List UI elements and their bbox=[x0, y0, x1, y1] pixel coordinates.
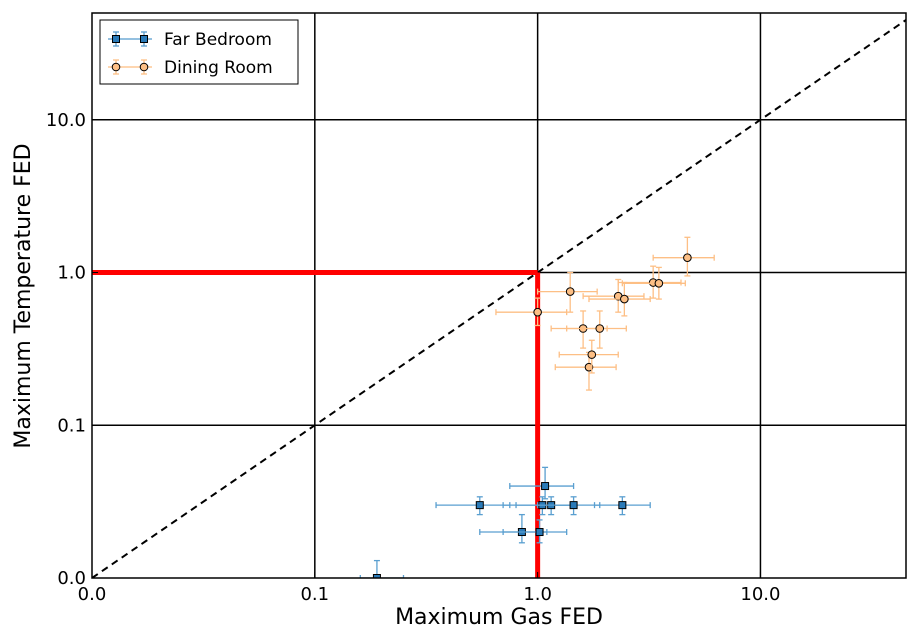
legend-marker-0 bbox=[112, 35, 120, 43]
legend: Far Bedroom Dining Room bbox=[99, 19, 299, 85]
y-tick-label: 0.1 bbox=[57, 415, 86, 436]
data-point bbox=[535, 528, 544, 537]
series-0 bbox=[359, 466, 651, 578]
legend-markers bbox=[108, 31, 152, 75]
y-tick-label: 0.0 bbox=[57, 568, 86, 589]
series-1 bbox=[495, 236, 715, 391]
data-point bbox=[475, 501, 484, 510]
x-axis-label: Maximum Gas FED bbox=[395, 605, 603, 630]
y-tick-label: 1.0 bbox=[57, 263, 86, 284]
legend-label-dining-room: Dining Room bbox=[164, 58, 273, 78]
plot-area bbox=[92, 13, 906, 578]
data-point bbox=[654, 278, 664, 288]
data-point bbox=[569, 501, 578, 510]
data-point bbox=[587, 350, 597, 359]
y-tick-label: 10.0 bbox=[46, 110, 86, 131]
x-tick-label: 1.0 bbox=[523, 584, 552, 605]
legend-marker-1 bbox=[139, 62, 149, 72]
x-tick-label: 0.1 bbox=[300, 584, 329, 605]
x-tick-label: 10.0 bbox=[740, 584, 780, 605]
data-point bbox=[372, 574, 381, 578]
data-point bbox=[595, 324, 605, 333]
x-tick-label: 0.0 bbox=[78, 584, 107, 605]
data-point bbox=[565, 287, 575, 296]
y-axis-label: Maximum Temperature FED bbox=[11, 143, 36, 448]
data-point bbox=[683, 253, 692, 263]
data-point bbox=[533, 307, 542, 317]
series-layer bbox=[359, 236, 715, 578]
identity-line bbox=[92, 19, 906, 578]
legend-marker-0 bbox=[140, 35, 148, 43]
data-point bbox=[618, 501, 627, 510]
legend-marker-1 bbox=[111, 62, 121, 72]
data-point bbox=[620, 294, 629, 304]
plot-frame bbox=[91, 12, 907, 579]
legend-label-far-bedroom: Far Bedroom bbox=[164, 30, 272, 50]
data-point bbox=[584, 362, 594, 372]
tick-labels: 0.0 0.1 1.0 10.0 0.0 0.1 1.0 10.0 bbox=[46, 110, 781, 605]
data-point bbox=[541, 482, 550, 491]
legend-frame bbox=[99, 19, 299, 85]
